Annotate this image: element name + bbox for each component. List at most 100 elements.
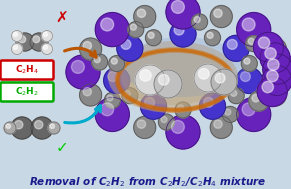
Circle shape <box>80 38 102 60</box>
Circle shape <box>258 74 274 90</box>
Circle shape <box>260 85 268 92</box>
Circle shape <box>104 67 130 93</box>
Circle shape <box>15 121 23 129</box>
FancyArrowPatch shape <box>65 48 96 57</box>
Circle shape <box>210 116 232 138</box>
Circle shape <box>12 43 22 54</box>
Circle shape <box>242 18 255 31</box>
Circle shape <box>260 43 290 73</box>
Circle shape <box>108 72 118 81</box>
Circle shape <box>198 68 209 79</box>
Circle shape <box>258 37 270 48</box>
Circle shape <box>268 42 276 50</box>
Circle shape <box>242 103 255 116</box>
Circle shape <box>104 92 120 108</box>
Circle shape <box>42 43 52 54</box>
FancyBboxPatch shape <box>1 60 54 80</box>
Circle shape <box>261 77 267 83</box>
Circle shape <box>95 13 129 46</box>
Ellipse shape <box>123 37 243 97</box>
Circle shape <box>205 30 221 46</box>
FancyBboxPatch shape <box>1 83 54 101</box>
Circle shape <box>262 66 291 95</box>
Circle shape <box>35 121 43 129</box>
Circle shape <box>222 106 238 122</box>
Circle shape <box>154 70 182 98</box>
Circle shape <box>95 97 129 131</box>
Circle shape <box>33 36 40 43</box>
Circle shape <box>272 60 284 73</box>
Circle shape <box>111 58 117 64</box>
Circle shape <box>265 38 286 60</box>
Text: C$_2$H$_2$: C$_2$H$_2$ <box>15 86 39 98</box>
Circle shape <box>266 64 274 71</box>
Circle shape <box>265 74 272 82</box>
Circle shape <box>137 9 146 17</box>
Circle shape <box>109 56 125 72</box>
Circle shape <box>19 36 26 43</box>
Circle shape <box>204 97 214 107</box>
Text: Removal of C$_2$H$_2$ from C$_2$H$_2$/C$_2$H$_4$ mixture: Removal of C$_2$H$_2$ from C$_2$H$_2$/C$… <box>29 175 267 189</box>
Circle shape <box>130 24 136 30</box>
Circle shape <box>42 30 52 42</box>
Circle shape <box>225 109 231 115</box>
FancyArrowPatch shape <box>65 106 100 123</box>
Circle shape <box>66 55 100 89</box>
Circle shape <box>6 124 10 129</box>
Circle shape <box>174 25 184 35</box>
Circle shape <box>107 95 113 101</box>
Circle shape <box>253 32 283 62</box>
Circle shape <box>80 84 102 106</box>
Circle shape <box>241 56 257 72</box>
Circle shape <box>171 0 184 13</box>
Ellipse shape <box>120 49 226 105</box>
Circle shape <box>48 122 60 134</box>
Circle shape <box>146 30 162 46</box>
Circle shape <box>140 70 151 81</box>
Circle shape <box>135 65 165 95</box>
Circle shape <box>249 91 269 111</box>
Circle shape <box>252 94 260 102</box>
Circle shape <box>121 40 131 49</box>
Circle shape <box>265 84 286 106</box>
Circle shape <box>191 14 207 30</box>
Circle shape <box>141 93 166 119</box>
Circle shape <box>30 33 48 51</box>
Circle shape <box>257 77 287 107</box>
Circle shape <box>261 50 281 70</box>
Circle shape <box>166 0 200 29</box>
Circle shape <box>248 38 254 44</box>
Circle shape <box>43 45 47 50</box>
Circle shape <box>50 124 54 129</box>
Circle shape <box>128 22 144 38</box>
Circle shape <box>214 9 222 17</box>
Circle shape <box>122 88 138 104</box>
Circle shape <box>246 36 262 52</box>
Circle shape <box>83 88 91 96</box>
Circle shape <box>228 88 244 104</box>
Circle shape <box>207 32 213 38</box>
Circle shape <box>178 105 184 111</box>
Circle shape <box>161 117 167 123</box>
Circle shape <box>175 102 191 118</box>
Circle shape <box>12 30 22 42</box>
Circle shape <box>11 117 33 139</box>
Circle shape <box>83 42 91 50</box>
Circle shape <box>145 97 155 107</box>
Circle shape <box>4 122 16 134</box>
Circle shape <box>194 64 222 92</box>
Circle shape <box>244 58 250 64</box>
Circle shape <box>215 73 225 83</box>
Circle shape <box>124 90 130 96</box>
Circle shape <box>237 97 271 131</box>
Circle shape <box>263 60 283 80</box>
Circle shape <box>262 81 274 93</box>
Circle shape <box>231 90 237 96</box>
Circle shape <box>13 45 17 50</box>
Circle shape <box>71 60 84 73</box>
Circle shape <box>159 74 169 85</box>
Circle shape <box>211 69 237 95</box>
Circle shape <box>148 32 154 38</box>
Circle shape <box>268 88 276 96</box>
Circle shape <box>266 55 291 89</box>
